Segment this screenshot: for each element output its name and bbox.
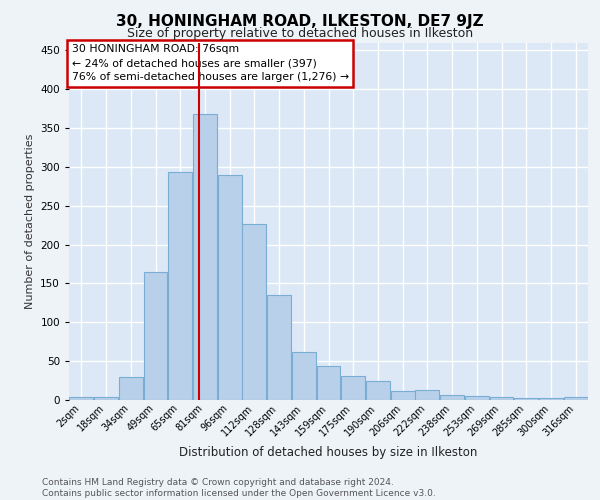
Text: 30, HONINGHAM ROAD, ILKESTON, DE7 9JZ: 30, HONINGHAM ROAD, ILKESTON, DE7 9JZ	[116, 14, 484, 29]
Bar	[490, 397, 514, 400]
Bar	[218, 174, 242, 400]
Bar	[70, 397, 93, 400]
Bar	[366, 380, 390, 400]
Bar	[267, 295, 291, 400]
Bar	[143, 272, 167, 400]
Bar	[292, 352, 316, 400]
Bar	[119, 376, 143, 400]
Text: 30 HONINGHAM ROAD: 76sqm
← 24% of detached houses are smaller (397)
76% of semi-: 30 HONINGHAM ROAD: 76sqm ← 24% of detach…	[71, 44, 349, 82]
Bar	[514, 398, 538, 400]
Bar	[193, 114, 217, 400]
Bar	[440, 396, 464, 400]
Bar	[539, 398, 563, 400]
Bar	[564, 397, 587, 400]
Bar	[415, 390, 439, 400]
Bar	[242, 224, 266, 400]
Text: Contains HM Land Registry data © Crown copyright and database right 2024.
Contai: Contains HM Land Registry data © Crown c…	[42, 478, 436, 498]
Y-axis label: Number of detached properties: Number of detached properties	[25, 134, 35, 309]
Bar	[169, 172, 192, 400]
Bar	[341, 376, 365, 400]
Bar	[391, 390, 415, 400]
X-axis label: Distribution of detached houses by size in Ilkeston: Distribution of detached houses by size …	[179, 446, 478, 459]
Bar	[94, 397, 118, 400]
Bar	[317, 366, 340, 400]
Bar	[465, 396, 488, 400]
Text: Size of property relative to detached houses in Ilkeston: Size of property relative to detached ho…	[127, 28, 473, 40]
